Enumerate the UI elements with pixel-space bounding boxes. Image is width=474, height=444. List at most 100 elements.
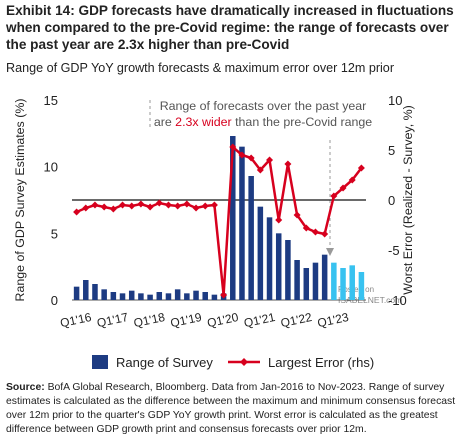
line-marker — [82, 204, 90, 212]
bar — [275, 233, 282, 300]
line-marker — [164, 201, 172, 209]
line-marker — [229, 143, 237, 151]
line-marker — [155, 199, 163, 207]
chart: Range of forecasts over the past year ar… — [13, 93, 415, 370]
bar — [73, 286, 80, 300]
y2-tick-label: 0 — [388, 193, 395, 208]
y-tick-label: 5 — [51, 226, 58, 241]
line-marker — [339, 184, 347, 192]
source-label: Source: — [6, 382, 45, 393]
line-marker — [275, 216, 283, 224]
annotation-text: are 2.3x wider than the pre-Covid range — [154, 115, 372, 129]
line-marker — [137, 200, 145, 208]
annotation-highlight: 2.3x wider — [175, 115, 231, 129]
line-marker — [348, 176, 356, 184]
bar — [211, 294, 218, 300]
bar — [119, 293, 126, 300]
y2-tick-label: 10 — [388, 93, 402, 108]
bar — [184, 293, 190, 300]
line-marker — [284, 160, 292, 168]
line-marker — [174, 202, 182, 210]
x-tick-label: Q1'23 — [316, 310, 350, 330]
bar — [340, 268, 346, 300]
x-tick-label: Q1'18 — [132, 310, 166, 330]
bar — [331, 262, 337, 300]
line-marker — [100, 203, 108, 211]
chart-title: Exhibit 14: GDP forecasts have dramatica… — [6, 3, 454, 52]
bar — [312, 262, 319, 300]
x-tick-label: Q1'17 — [96, 310, 130, 330]
line-marker — [109, 205, 117, 213]
line-marker — [128, 202, 136, 210]
line-marker — [321, 230, 329, 238]
line-marker — [311, 228, 319, 236]
legend-swatch — [240, 358, 248, 366]
source-text: BofA Global Research, Bloomberg. Data fr… — [6, 382, 456, 435]
annotation-text: than the pre-Covid range — [232, 115, 373, 129]
y-tick-label: 0 — [51, 293, 58, 308]
line-marker — [201, 202, 209, 210]
bar — [349, 265, 355, 300]
line — [76, 144, 363, 296]
bar — [358, 272, 365, 300]
line-marker — [73, 208, 81, 216]
line-marker — [247, 154, 255, 162]
bar — [285, 240, 291, 300]
bar — [147, 294, 153, 300]
source-note: Source: BofA Global Research, Bloomberg.… — [6, 381, 470, 437]
annotation-text: Range of forecasts over the past year — [160, 99, 367, 113]
y2-tick-label: -5 — [388, 243, 400, 258]
bar — [257, 206, 264, 300]
line-marker — [302, 224, 310, 232]
bar — [156, 292, 163, 300]
x-tick-label: Q1'22 — [279, 310, 313, 330]
legend-label: Range of Survey — [116, 355, 213, 370]
watermark: ISABELNET.com — [338, 295, 402, 305]
bar — [202, 292, 208, 300]
annotation-text: are — [154, 115, 175, 129]
bar — [193, 290, 199, 300]
bar — [83, 280, 89, 300]
bar — [138, 293, 144, 300]
bar — [128, 290, 135, 300]
bar — [110, 292, 117, 300]
legend-swatch — [92, 355, 108, 369]
line-marker — [330, 192, 338, 200]
bar — [294, 260, 300, 300]
line-marker — [220, 291, 228, 299]
line-marker — [192, 204, 200, 212]
y-axis-label: Range of GDP Survey Estimates (%) — [13, 99, 27, 302]
line-marker — [293, 211, 301, 219]
line-marker — [238, 151, 246, 159]
line-marker — [91, 201, 99, 209]
line-marker — [183, 200, 191, 208]
bar — [266, 217, 273, 300]
x-tick-label: Q1'20 — [206, 310, 240, 330]
legend-label: Largest Error (rhs) — [268, 355, 374, 370]
line-marker — [210, 201, 218, 209]
bar — [92, 284, 98, 300]
line-marker — [256, 166, 264, 174]
bar — [239, 146, 245, 300]
y2-tick-label: -10 — [388, 293, 407, 308]
y2-axis-label: Worst Error (Realized - Survey, %) — [401, 105, 415, 295]
bar — [101, 289, 107, 300]
bar — [303, 268, 310, 300]
y-tick-label: 10 — [44, 160, 58, 175]
bar — [165, 293, 172, 300]
y-tick-label: 15 — [44, 93, 58, 108]
x-tick-label: Q1'19 — [169, 310, 203, 330]
line-marker — [146, 203, 154, 211]
bar — [248, 176, 254, 300]
bar — [230, 136, 236, 300]
line-marker — [266, 156, 274, 164]
bar — [174, 289, 181, 300]
line-marker — [119, 201, 127, 209]
y2-tick-label: 5 — [388, 143, 395, 158]
watermark: Posted on — [338, 285, 374, 294]
bar — [321, 254, 328, 300]
x-tick-label: Q1'16 — [59, 310, 93, 330]
line-marker — [357, 164, 365, 172]
x-tick-label: Q1'21 — [243, 310, 277, 330]
